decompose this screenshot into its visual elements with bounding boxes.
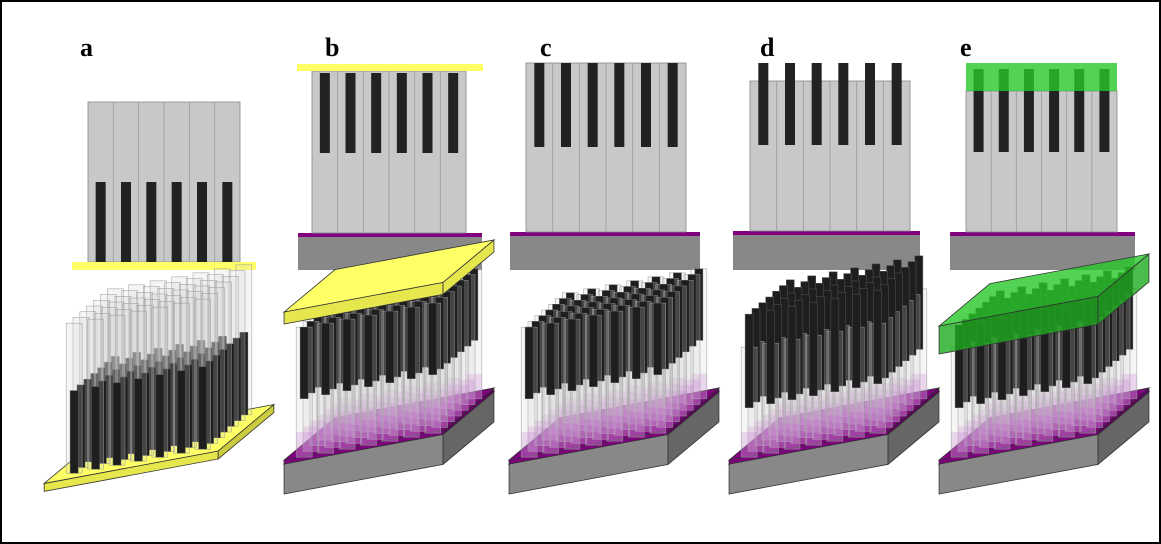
pore-bottom — [521, 432, 537, 457]
nanowire — [134, 379, 142, 462]
pore-bottom — [1015, 420, 1031, 445]
nanowire — [641, 63, 651, 147]
pore-bottom — [741, 432, 757, 457]
nanowire — [448, 73, 458, 153]
nanowire — [809, 302, 817, 396]
pore-bottom — [763, 428, 779, 453]
nanowire — [525, 327, 533, 399]
pore-bottom — [827, 416, 843, 441]
panel-label: b — [325, 33, 339, 62]
nanowire — [534, 63, 544, 147]
nanowire — [70, 391, 78, 474]
pore-bottom — [784, 424, 800, 449]
pore-bottom — [1058, 412, 1074, 437]
nanowire — [222, 182, 232, 262]
nanowire — [146, 182, 156, 262]
panel-label: d — [760, 33, 775, 62]
pore-bottom — [382, 416, 398, 441]
pore-bottom — [951, 432, 967, 457]
nanowire — [300, 327, 308, 399]
pore-bottom — [296, 432, 312, 457]
nanowire — [547, 323, 555, 395]
nanowire — [429, 303, 437, 375]
nanowire — [346, 73, 356, 153]
pore-bottom — [994, 424, 1010, 449]
pore-bottom — [585, 420, 601, 445]
panel-label: e — [960, 33, 972, 62]
nanowire — [197, 182, 207, 262]
pore-bottom — [628, 412, 644, 437]
nanowire — [668, 63, 678, 147]
nanowire — [121, 182, 131, 262]
nanowire — [745, 314, 753, 408]
nanowire — [172, 182, 182, 262]
nanowire — [177, 371, 185, 454]
nanowire — [874, 290, 882, 384]
top-layer — [297, 64, 483, 71]
pore-bottom — [973, 428, 989, 453]
pore-bottom — [1037, 416, 1053, 441]
nanowire — [654, 303, 662, 375]
nanowire — [320, 73, 330, 153]
panel-label: c — [540, 33, 552, 62]
pore-bottom — [1080, 408, 1096, 433]
pore-bottom — [848, 412, 864, 437]
nanowire — [588, 63, 598, 147]
nanowire — [589, 315, 597, 387]
nanowire — [199, 367, 207, 450]
nanowire — [343, 319, 351, 391]
pore-bottom — [870, 408, 886, 433]
nanowire — [371, 73, 381, 153]
nanowire — [852, 294, 860, 388]
nanowire — [812, 63, 822, 145]
pore-bottom — [339, 424, 355, 449]
nanowire — [364, 315, 372, 387]
substrate — [510, 236, 700, 270]
nanowire — [758, 63, 768, 145]
seed-layer — [510, 232, 700, 236]
pore-bottom — [543, 428, 559, 453]
nanowire — [113, 383, 121, 466]
pore-bottom — [650, 408, 666, 433]
nanowire — [423, 73, 433, 153]
nanowire — [632, 307, 640, 379]
pore-bottom — [360, 420, 376, 445]
substrate — [733, 235, 920, 270]
seed-layer — [298, 233, 482, 237]
pore-bottom — [318, 428, 334, 453]
nanowire — [322, 323, 330, 395]
nanowire — [788, 306, 796, 400]
pore-bottom — [805, 420, 821, 445]
nanowire — [767, 310, 775, 404]
pore-bottom — [607, 416, 623, 441]
nanowire — [838, 63, 848, 145]
panel-label: a — [80, 33, 93, 62]
top-layer — [966, 63, 1117, 91]
nanowire — [156, 375, 164, 458]
nanowire — [568, 319, 576, 391]
nanowire — [865, 63, 875, 145]
nanowire — [397, 73, 407, 153]
pore-bottom — [564, 424, 580, 449]
nanowire — [96, 182, 106, 262]
nanowire — [407, 307, 415, 379]
nanowire — [831, 298, 839, 392]
nanowire — [386, 311, 394, 383]
nanowire — [614, 63, 624, 147]
nanowire — [92, 387, 100, 470]
nanowire — [785, 63, 795, 145]
pore-bottom — [403, 412, 419, 437]
nanowire — [892, 63, 902, 145]
nanowire — [561, 63, 571, 147]
pore-bottom — [425, 408, 441, 433]
figure: a b c d e — [0, 0, 1161, 544]
seed-layer — [950, 232, 1135, 236]
nanowire — [611, 311, 619, 383]
seed-layer — [733, 231, 920, 235]
